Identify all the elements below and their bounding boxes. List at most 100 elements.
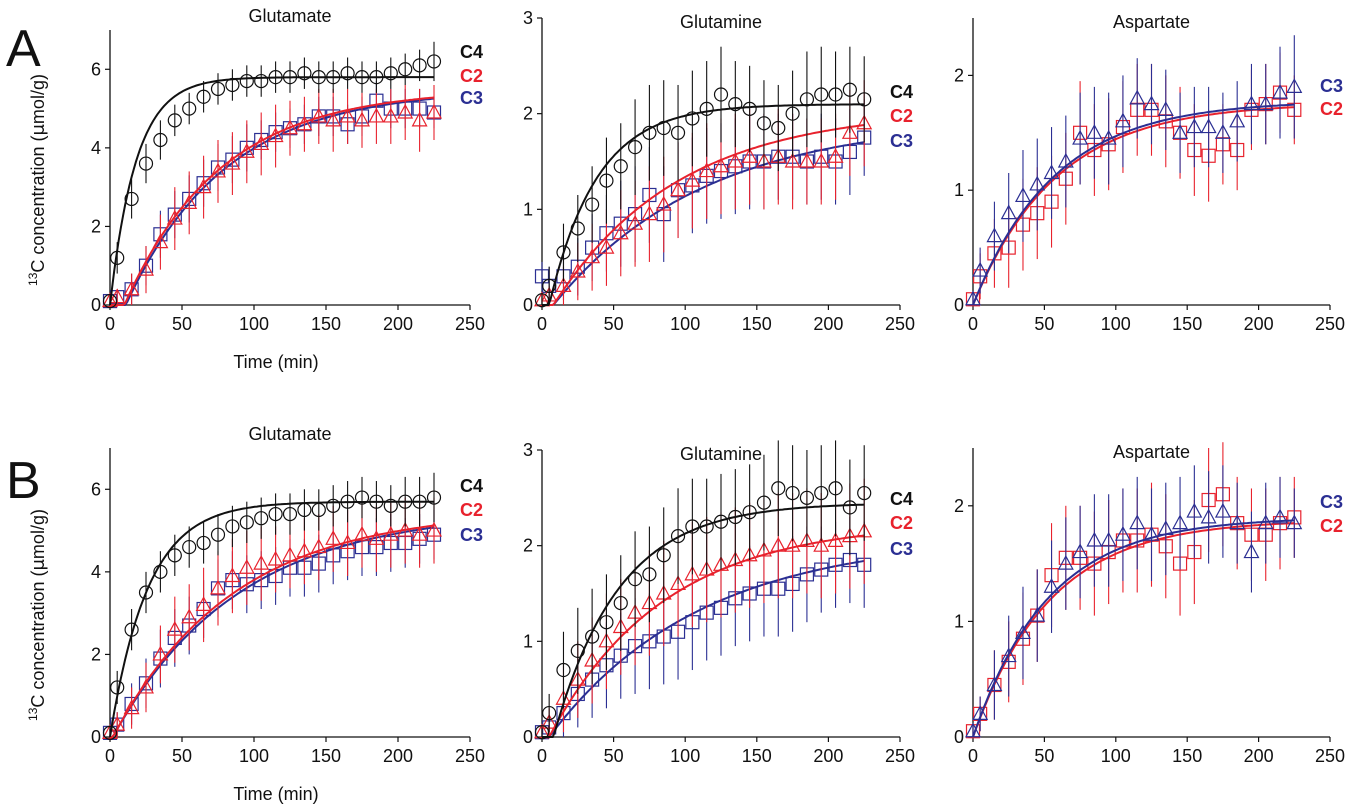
data-point bbox=[684, 565, 701, 581]
data-point bbox=[1043, 164, 1060, 180]
x-tick-label: 0 bbox=[105, 746, 115, 766]
series-c3 bbox=[964, 35, 1303, 306]
data-point bbox=[698, 560, 715, 576]
x-tick-label: 100 bbox=[239, 746, 269, 766]
y-label-superscript: 13 bbox=[26, 272, 40, 286]
y-tick-label: 0 bbox=[91, 295, 101, 315]
data-point bbox=[699, 101, 714, 116]
data-point bbox=[534, 293, 550, 308]
data-point bbox=[382, 107, 399, 123]
y-tick-label: 0 bbox=[954, 727, 964, 747]
legend-label-c2: C2 bbox=[1320, 99, 1343, 119]
data-point bbox=[254, 511, 269, 526]
panel-title: Glutamine bbox=[680, 12, 762, 32]
data-point bbox=[296, 542, 313, 558]
data-point bbox=[268, 506, 283, 522]
data-point bbox=[741, 546, 758, 562]
legend-label-c4: C4 bbox=[890, 82, 913, 102]
data-point bbox=[224, 567, 241, 583]
series-c4 bbox=[534, 440, 872, 740]
data-point bbox=[282, 70, 298, 85]
x-tick-label: 50 bbox=[604, 314, 624, 334]
series-c3 bbox=[534, 516, 872, 740]
data-point bbox=[813, 536, 830, 552]
data-point bbox=[412, 58, 427, 73]
x-tick-label: 50 bbox=[172, 314, 192, 334]
y-tick-label: 2 bbox=[523, 104, 533, 124]
y-tick-label: 2 bbox=[523, 536, 533, 556]
data-point bbox=[412, 494, 427, 509]
data-point bbox=[153, 132, 168, 148]
data-point bbox=[398, 62, 413, 77]
x-tick-label: 50 bbox=[604, 746, 624, 766]
data-point bbox=[353, 111, 371, 127]
data-point bbox=[713, 514, 729, 529]
svg-text:13C concentration (μmol/g): 13C concentration (μmol/g) bbox=[26, 74, 49, 286]
x-tick-label: 100 bbox=[239, 314, 269, 334]
legend-label-c2: C2 bbox=[890, 513, 913, 533]
data-point bbox=[153, 564, 168, 579]
data-point bbox=[642, 125, 657, 140]
x-tick-label: 50 bbox=[1034, 314, 1054, 334]
data-point bbox=[167, 548, 182, 563]
data-point bbox=[599, 173, 614, 188]
data-point bbox=[542, 705, 557, 721]
data-point bbox=[656, 120, 671, 136]
fit-line bbox=[542, 124, 865, 306]
data-point bbox=[166, 620, 183, 636]
data-point bbox=[411, 111, 428, 127]
data-point bbox=[339, 107, 356, 123]
legend-label-c3: C3 bbox=[1320, 492, 1343, 512]
data-point bbox=[1229, 514, 1246, 530]
data-point bbox=[383, 498, 398, 513]
data-point bbox=[224, 154, 241, 170]
data-point bbox=[771, 120, 786, 136]
data-point bbox=[784, 152, 801, 168]
data-point bbox=[1186, 118, 1203, 134]
data-point bbox=[1143, 95, 1160, 111]
x-tick-label: 250 bbox=[455, 314, 485, 334]
legend-label-c2: C2 bbox=[460, 500, 483, 520]
data-point bbox=[311, 502, 326, 518]
x-tick-label: 200 bbox=[383, 746, 413, 766]
data-point bbox=[712, 556, 730, 571]
data-point bbox=[756, 116, 772, 131]
x-tick-label: 150 bbox=[1172, 314, 1202, 334]
panel-b-glutamate: 0 50 100 150 200 250 0 2 4 6 Glutamate C4 C2 C3 bbox=[91, 424, 485, 766]
data-point bbox=[842, 500, 857, 515]
data-point bbox=[1229, 112, 1246, 128]
data-point bbox=[1114, 112, 1131, 128]
x-tick-label: 100 bbox=[670, 746, 700, 766]
data-point bbox=[584, 248, 601, 264]
data-point bbox=[397, 103, 414, 119]
data-point bbox=[182, 539, 197, 555]
data-point bbox=[124, 622, 139, 637]
series-c3 bbox=[102, 81, 442, 309]
data-point bbox=[799, 490, 815, 505]
data-point bbox=[297, 502, 312, 518]
data-point bbox=[1114, 525, 1131, 541]
x-axis-label-row-a: Time (min) bbox=[233, 352, 318, 372]
data-point bbox=[267, 127, 284, 143]
fit-line bbox=[110, 97, 435, 306]
data-point bbox=[698, 162, 715, 178]
legend-label-c3: C3 bbox=[1320, 76, 1343, 96]
x-tick-label: 200 bbox=[813, 746, 843, 766]
data-point bbox=[1029, 606, 1046, 622]
data-point bbox=[727, 551, 744, 567]
data-point bbox=[1172, 124, 1189, 139]
y-tick-label: 3 bbox=[523, 440, 533, 460]
data-point bbox=[756, 495, 772, 510]
x-tick-label: 150 bbox=[311, 746, 341, 766]
data-point bbox=[181, 194, 198, 209]
panel-b-glutamine: 0 50 100 150 200 250 0 1 2 3 Glutamine C4 C2 C3 bbox=[523, 440, 915, 766]
series-c2 bbox=[101, 85, 443, 308]
fit-line bbox=[542, 103, 865, 306]
data-point bbox=[225, 77, 240, 93]
x-tick-label: 250 bbox=[1315, 314, 1345, 334]
legend-label-c4: C4 bbox=[460, 42, 483, 62]
data-point bbox=[627, 572, 643, 587]
x-tick-label: 50 bbox=[172, 746, 192, 766]
data-point bbox=[741, 147, 758, 163]
